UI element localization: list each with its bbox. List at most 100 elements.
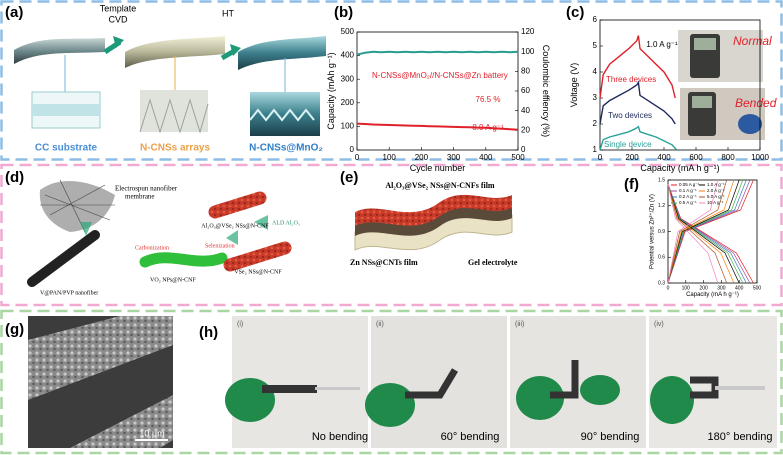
- caption: 90° bending: [581, 431, 640, 443]
- x-tick-label: 300: [717, 285, 726, 291]
- x-tick-label: 500: [511, 153, 525, 162]
- label: membrane: [125, 193, 155, 201]
- y2-tick-label: 100: [521, 47, 535, 56]
- series-line: [667, 179, 735, 284]
- y2-tick-label: 120: [521, 27, 535, 36]
- label: Zn NSs@CNTs film: [350, 258, 418, 267]
- panel-label: (e): [340, 169, 358, 186]
- scale-label: 10 μm: [139, 428, 164, 438]
- row-frame: [0, 0, 783, 161]
- y-axis-label: Voltage (V): [569, 63, 579, 108]
- panel-d-art: [27, 179, 292, 287]
- legend-label: 0.05 A g⁻¹: [679, 182, 700, 187]
- y-tick-label: 0.3: [658, 280, 665, 286]
- y2-tick-label: 40: [521, 106, 530, 115]
- panel-label: (b): [334, 4, 353, 21]
- y-tick-label: 100: [341, 122, 355, 131]
- annotation: 1.0 A g⁻¹: [646, 40, 678, 49]
- caption: No bending: [312, 431, 368, 443]
- caption: N-CNSs arrays: [140, 143, 210, 154]
- x-tick-label: 200: [625, 153, 639, 162]
- x-axis-label: Capacity (mA h g⁻¹): [686, 292, 739, 298]
- y2-tick-label: 60: [521, 86, 530, 95]
- x-tick-label: 1000: [751, 153, 769, 162]
- x-tick-label: 100: [383, 153, 397, 162]
- panel-e-art: [354, 194, 513, 251]
- panel-label: (c): [566, 4, 584, 21]
- row-frame: [0, 163, 783, 307]
- label: Al₂O₃@VSe₂ NSs@N-CNF: [201, 223, 269, 229]
- legend-label: 5.0 A g⁻¹: [707, 194, 725, 199]
- photo-label: Normal: [733, 34, 772, 48]
- legend-label: 2.0 A g⁻¹: [707, 188, 725, 193]
- panel-label: (d): [5, 169, 24, 186]
- legend-label: 0.2 A g⁻¹: [679, 194, 697, 199]
- caption: CC substrate: [35, 143, 98, 154]
- annotation: 8.0 A g⁻¹: [472, 123, 504, 132]
- plot-frame: [356, 31, 519, 151]
- series-line: [599, 35, 676, 99]
- label: Gel electrolyte: [468, 258, 518, 267]
- x-tick-label: 300: [447, 153, 461, 162]
- arrow-label: Template: [100, 3, 137, 13]
- x-tick-label: 800: [721, 153, 735, 162]
- x-tick-label: 400: [657, 153, 671, 162]
- series-label: Three devices: [606, 75, 656, 84]
- x-tick-label: 100: [682, 285, 691, 291]
- y-tick-label: 2: [593, 119, 598, 128]
- series-label: Two devices: [608, 111, 652, 120]
- caption: 180° bending: [708, 431, 773, 443]
- y-tick-label: 1.5: [658, 177, 665, 183]
- label: Selenization: [205, 243, 235, 249]
- label: VO₂ NPs@N-CNF: [150, 277, 196, 283]
- series-line: [667, 179, 740, 284]
- y-tick-label: 400: [341, 51, 355, 60]
- y-axis-label: Potential versus Zn²⁺/Zn (V): [649, 194, 656, 269]
- series-line: [667, 179, 719, 284]
- label: VSe₂ NSs@N-CNF: [234, 269, 282, 275]
- y-tick-label: 1: [593, 145, 598, 154]
- arrow-label: CVD: [108, 14, 128, 24]
- panel-label: (a): [5, 4, 23, 21]
- photo-number: (i): [237, 321, 243, 328]
- y-tick-label: 0: [350, 145, 355, 154]
- photo: [678, 30, 765, 140]
- annotation: N-CNSs@MnO₂//N-CNSs@Zn battery: [372, 71, 508, 80]
- x-tick-label: 400: [735, 285, 744, 291]
- x-tick-label: 400: [479, 153, 493, 162]
- y2-tick-label: 80: [521, 66, 530, 75]
- y-tick-label: 3: [593, 93, 598, 102]
- y-tick-label: 1.2: [658, 203, 665, 209]
- series-line: [356, 122, 519, 131]
- label: Al₂O₃@VSe₂ NSs@N-CNFs film: [385, 181, 495, 190]
- annotation: 76.5 %: [476, 95, 501, 104]
- label: V@PAN/PVP nanofiber: [40, 289, 98, 296]
- photo-label: Bended: [735, 96, 777, 110]
- panel-h-art: [225, 316, 777, 448]
- y2-tick-label: 0: [521, 145, 526, 154]
- y-tick-label: 0.6: [658, 255, 665, 261]
- series-line: [667, 179, 728, 284]
- panel-label: (f): [624, 176, 639, 193]
- y-tick-label: 500: [341, 27, 355, 36]
- y-tick-label: 6: [593, 15, 598, 24]
- legend-label: 0.1 A g⁻¹: [679, 188, 697, 193]
- x-tick-label: 0: [598, 153, 603, 162]
- sem-texture: [28, 316, 173, 400]
- series-label: Single device: [604, 140, 652, 149]
- legend-label: 0.5 A g⁻¹: [679, 200, 697, 205]
- x-tick-label: 0: [667, 285, 670, 291]
- label: Carbonization: [135, 245, 169, 251]
- y-tick-label: 0.9: [658, 229, 665, 235]
- y-tick-label: 300: [341, 74, 355, 83]
- x-tick-label: 200: [415, 153, 429, 162]
- y-tick-label: 200: [341, 98, 355, 107]
- caption: N-CNSs@MnO₂: [249, 143, 323, 154]
- plot-frame: [599, 19, 761, 151]
- x-tick-label: 200: [699, 285, 708, 291]
- x-axis-label: Cycle number: [410, 163, 466, 173]
- y-tick-label: 5: [593, 41, 598, 50]
- sem-texture: [70, 395, 173, 448]
